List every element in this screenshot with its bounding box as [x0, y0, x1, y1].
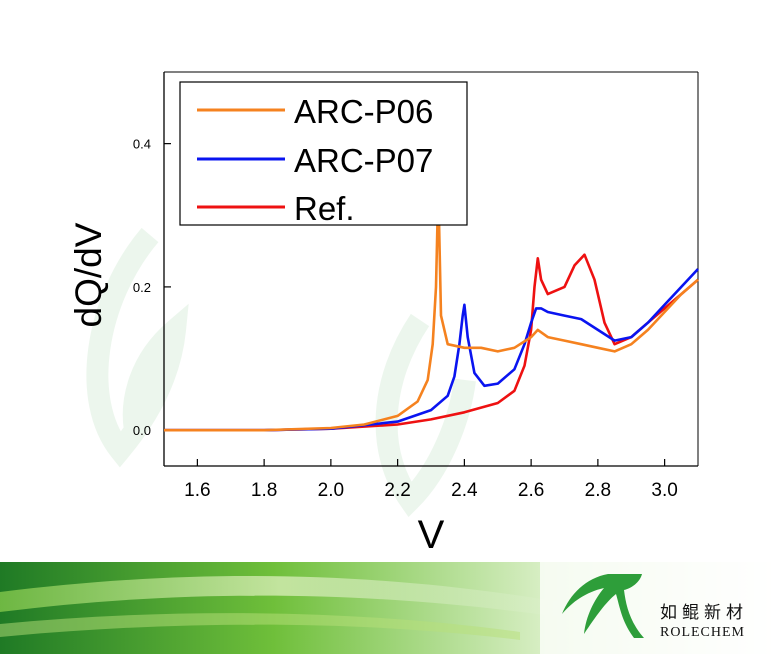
x-tick-label: 1.6 [184, 480, 210, 501]
y-axis-title: dQ/dV [68, 222, 109, 327]
x-tick-label: 2.2 [384, 480, 410, 501]
x-tick-label: 1.8 [251, 480, 277, 501]
legend-label-arc-p06: ARC-P06 [294, 93, 433, 130]
y-ticks: 0.0 0.2 0.4 [133, 137, 171, 438]
brand-name-chinese: 如鲲新材 [660, 603, 748, 623]
legend-box [179, 81, 468, 226]
series-line-arc-p06 [164, 185, 699, 432]
brand-name-english: ROLECHEM [660, 625, 745, 640]
series-line-arc-p07 [164, 268, 699, 432]
chart-svg: 1.6 1.8 2.0 2.2 2.4 2.6 2.8 3.0 0.0 0.2 0.4 ARC-P… [68, 71, 699, 557]
legend-label-arc-p07: ARC-P07 [294, 142, 433, 179]
x-axis-title: V [418, 513, 445, 557]
series-lines [164, 185, 699, 432]
x-ticks: 1.6 1.8 2.0 2.2 2.4 2.6 2.8 3.0 [184, 459, 678, 501]
footer-banner [0, 562, 781, 654]
watermark-logo-right [375, 313, 476, 518]
watermark [86, 227, 476, 518]
x-tick-label: 3.0 [651, 480, 677, 501]
x-tick-label: 2.6 [518, 480, 544, 501]
x-tick-label: 2.0 [318, 480, 344, 501]
x-tick-label: 2.8 [585, 480, 611, 501]
x-tick-label: 2.4 [451, 480, 478, 501]
legend-label-ref: Ref. [294, 190, 355, 227]
rolechem-logo-icon [562, 574, 644, 638]
series-line-ref [164, 253, 699, 432]
y-tick-label: 0.0 [133, 423, 151, 438]
watermark-logo-left [86, 227, 189, 468]
y-tick-label: 0.2 [133, 280, 151, 295]
y-tick-label: 0.4 [133, 137, 151, 152]
legend: ARC-P06 ARC-P07 Ref. [179, 81, 468, 227]
